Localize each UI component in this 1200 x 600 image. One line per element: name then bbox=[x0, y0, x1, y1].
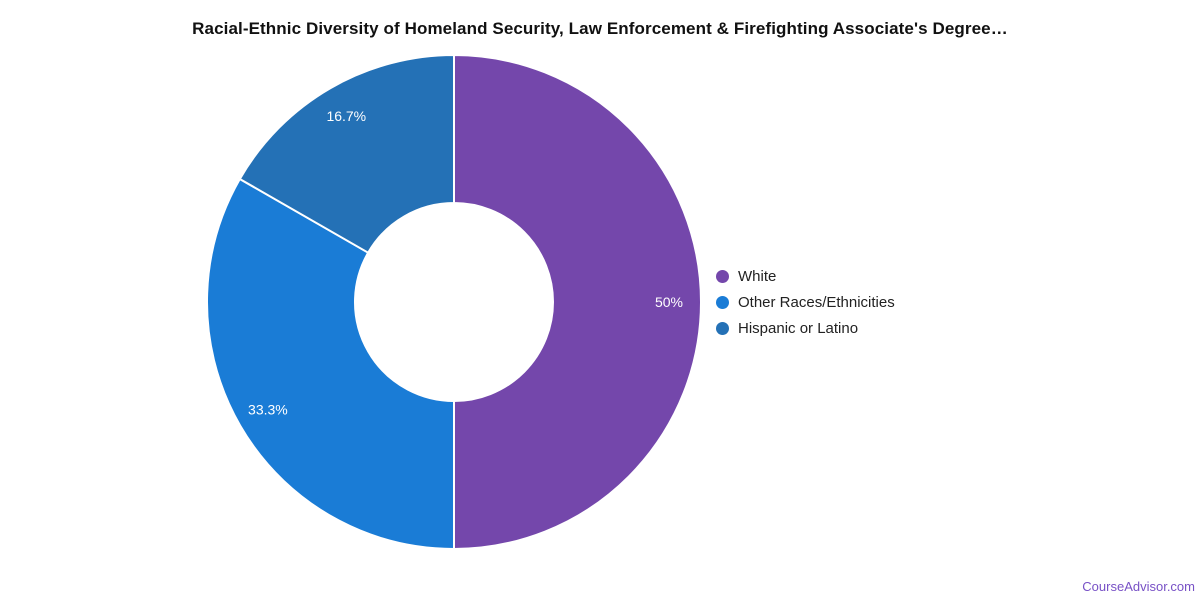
pie-slice-white[interactable] bbox=[453, 54, 702, 550]
legend-label-white: White bbox=[738, 267, 777, 285]
legend-swatch-white-icon bbox=[716, 269, 729, 283]
legend-item-hispanic-or-latino: Hispanic or Latino bbox=[716, 315, 895, 341]
pie-slice-other-races-ethnicities[interactable] bbox=[205, 177, 455, 550]
courseadvisor-link[interactable]: CourseAdvisor.com bbox=[1082, 579, 1195, 594]
legend-item-white: White bbox=[716, 263, 895, 289]
legend: White Other Races/Ethnicities Hispanic o… bbox=[716, 263, 895, 341]
slice-value-label: 33.3% bbox=[248, 402, 288, 418]
chart-title: Racial-Ethnic Diversity of Homeland Secu… bbox=[192, 19, 1008, 38]
legend-label-hispanic: Hispanic or Latino bbox=[738, 319, 859, 337]
legend-swatch-hispanic-icon bbox=[716, 321, 729, 335]
slice-value-label: 50% bbox=[655, 294, 683, 310]
legend-item-other-races-ethnicities: Other Races/Ethnicities bbox=[716, 289, 895, 315]
legend-label-other-races: Other Races/Ethnicities bbox=[738, 293, 895, 311]
slice-value-label: 16.7% bbox=[326, 108, 366, 124]
legend-swatch-other-races-icon bbox=[716, 295, 729, 309]
pie-slice-hispanic-or-latino[interactable] bbox=[238, 54, 455, 254]
